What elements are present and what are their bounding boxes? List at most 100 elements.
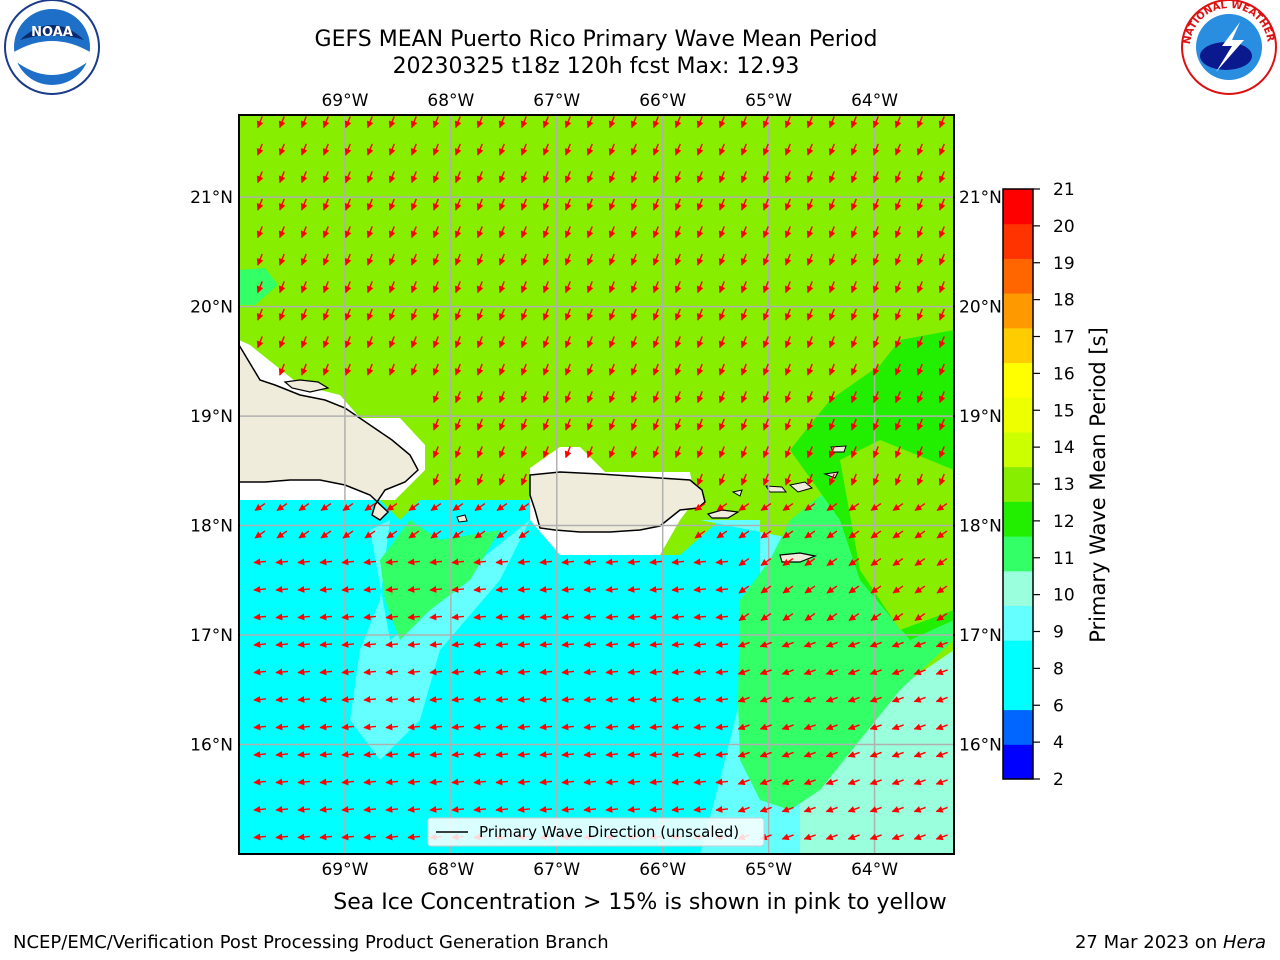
wave-arrow-802 xyxy=(781,833,794,841)
colorbar-segment-13 xyxy=(1003,293,1033,329)
wave-arrow-123 xyxy=(850,198,858,211)
wave-arrow-263 xyxy=(410,336,418,349)
wave-arrow-46 xyxy=(564,143,572,156)
wave-arrow-520 xyxy=(914,585,926,594)
wave-arrow-483 xyxy=(804,557,816,567)
wave-arrow-90 xyxy=(828,171,836,184)
wave-arrow-96 xyxy=(256,198,264,211)
wave-arrow-274 xyxy=(652,336,660,349)
wave-arrow-699 xyxy=(627,750,641,758)
wave-arrow-3 xyxy=(322,116,330,129)
wave-arrow-177 xyxy=(630,253,638,266)
wave-arrow-473 xyxy=(583,558,597,566)
colorbar-tick-0: 21 xyxy=(1053,180,1075,200)
wave-arrow-414 xyxy=(386,502,398,512)
wave-arrow-481 xyxy=(760,557,772,567)
land-puerto-rico xyxy=(529,471,706,533)
wave-arrow-187 xyxy=(850,253,858,266)
wave-arrow-107 xyxy=(498,198,506,211)
wave-arrow-572 xyxy=(649,640,663,648)
wave-arrow-162 xyxy=(300,253,308,266)
wave-arrow-538 xyxy=(605,613,619,621)
wave-arrow-467 xyxy=(451,558,465,566)
wave-arrow-611 xyxy=(803,668,816,676)
wave-arrow-530 xyxy=(429,613,443,621)
wave-arrow-240 xyxy=(608,308,616,321)
wave-arrow-771 xyxy=(803,806,816,813)
sea-ice-note: Sea Ice Concentration > 15% is shown in … xyxy=(333,890,947,915)
wave-arrow-731 xyxy=(627,778,641,786)
wave-arrow-754 xyxy=(429,805,443,813)
wave-arrow-149 xyxy=(718,226,726,239)
wave-arrow-53 xyxy=(718,143,726,156)
wave-arrow-669 xyxy=(671,723,685,731)
wave-arrow-23 xyxy=(762,116,770,129)
wave-arrow-143 xyxy=(586,226,594,239)
wave-arrow-549 xyxy=(848,612,860,622)
wave-arrow-618 xyxy=(253,695,267,703)
wave-arrow-784 xyxy=(385,833,399,841)
wave-arrow-512 xyxy=(738,585,750,594)
wave-arrow-109 xyxy=(542,198,550,211)
wave-arrow-410 xyxy=(298,502,310,512)
wave-arrow-765 xyxy=(671,805,685,813)
wave-arrow-708 xyxy=(825,751,838,758)
wave-arrow-746 xyxy=(253,805,267,813)
wave-arrow-536 xyxy=(561,613,575,621)
wave-arrow-574 xyxy=(693,640,707,648)
wave-arrow-246 xyxy=(740,308,748,321)
wave-arrow-223 xyxy=(938,281,946,294)
wave-arrow-88 xyxy=(784,171,792,184)
wave-arrow-422 xyxy=(716,502,728,512)
wave-arrow-516 xyxy=(826,585,838,594)
wave-arrow-308 xyxy=(718,363,726,376)
wave-arrow-206 xyxy=(564,281,572,294)
wave-arrow-283 xyxy=(850,336,858,349)
wave-arrow-173 xyxy=(542,253,550,266)
wave-arrow-361 xyxy=(828,418,836,431)
wave-arrow-69 xyxy=(366,171,374,184)
wave-arrow-288 xyxy=(278,363,286,376)
wave-arrow-644 xyxy=(825,696,838,703)
wave-arrow-160 xyxy=(256,253,264,266)
wave-arrow-39 xyxy=(410,143,418,156)
colorbar-tick-9: 12 xyxy=(1053,512,1075,532)
wave-arrow-225 xyxy=(278,308,286,321)
wave-arrow-327 xyxy=(608,391,616,404)
wave-arrow-399 xyxy=(762,473,770,486)
lon-label-bottom-5: 64°W xyxy=(851,860,898,880)
wave-arrow-664 xyxy=(561,723,575,731)
wave-arrow-628 xyxy=(473,695,487,703)
wave-arrow-302 xyxy=(586,363,594,376)
wave-arrow-671 xyxy=(715,723,729,731)
wave-arrow-476 xyxy=(649,558,663,566)
wave-arrow-421 xyxy=(694,502,706,512)
wave-arrow-700 xyxy=(649,750,663,758)
wave-arrow-646 xyxy=(869,696,882,703)
wave-arrow-232 xyxy=(432,308,440,321)
wave-arrow-351 xyxy=(608,418,616,431)
wave-arrow-265 xyxy=(454,336,462,349)
wave-arrow-9 xyxy=(454,116,462,129)
wave-arrow-241 xyxy=(630,308,638,321)
wave-arrow-739 xyxy=(803,778,816,786)
wave-arrow-92 xyxy=(872,171,880,184)
colorbar-segment-11 xyxy=(1003,362,1033,398)
wave-arrow-40 xyxy=(432,143,440,156)
wave-arrow-747 xyxy=(275,805,289,813)
wave-arrow-204 xyxy=(520,281,528,294)
wave-arrow-411 xyxy=(320,502,332,512)
wave-arrow-528 xyxy=(385,613,399,621)
wave-arrow-230 xyxy=(388,308,396,321)
wave-arrow-638 xyxy=(693,695,707,703)
wave-arrow-10 xyxy=(476,116,484,129)
wave-arrow-667 xyxy=(627,723,641,731)
colorbar-segment-2 xyxy=(1003,674,1033,711)
wave-arrow-697 xyxy=(583,750,597,758)
wave-arrow-642 xyxy=(781,696,794,703)
wave-arrow-391 xyxy=(432,473,440,486)
wave-arrow-155 xyxy=(850,226,858,239)
wave-arrow-494 xyxy=(341,585,355,593)
wave-arrow-159 xyxy=(938,226,946,239)
wave-arrow-165 xyxy=(366,253,374,266)
